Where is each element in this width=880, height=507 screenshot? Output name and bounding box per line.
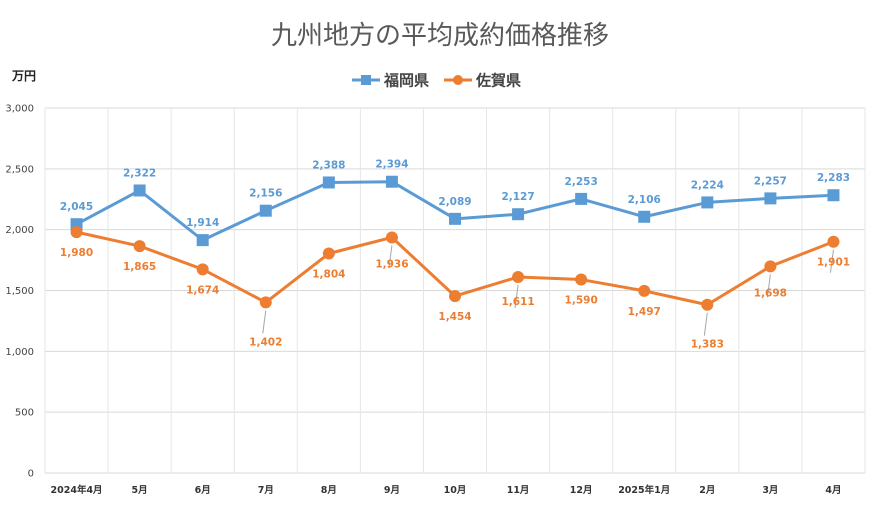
data-label: 2,253 <box>565 176 598 188</box>
data-label: 2,388 <box>312 159 345 171</box>
legend-item: 福岡県 <box>352 72 429 90</box>
data-label: 1,901 <box>817 257 850 269</box>
legend-label: 福岡県 <box>383 72 429 90</box>
data-label: 2,127 <box>501 191 534 203</box>
data-point <box>701 196 714 209</box>
x-tick-label: 8月 <box>321 485 337 496</box>
x-tick-label: 2月 <box>699 485 715 496</box>
data-label: 2,089 <box>438 196 471 208</box>
data-label: 1,865 <box>123 261 156 273</box>
legend: 福岡県 佐賀県 <box>352 72 521 90</box>
legend-item: 佐賀県 <box>444 72 521 90</box>
legend-marker <box>361 75 371 85</box>
data-label: 1,497 <box>628 306 661 318</box>
data-label: 1,914 <box>186 217 219 229</box>
x-tick-label: 5月 <box>132 485 148 496</box>
data-label: 2,322 <box>123 167 156 179</box>
y-tick-label: 2,000 <box>5 225 34 236</box>
data-label: 1,698 <box>754 287 787 299</box>
y-axis-unit-label: 万円 <box>11 69 36 83</box>
data-label: 1,674 <box>186 284 219 296</box>
y-tick-label: 1,000 <box>5 347 34 358</box>
data-label: 2,106 <box>628 194 661 206</box>
x-tick-label: 2024年4月 <box>51 484 103 496</box>
series-0 <box>70 175 840 247</box>
chart-title: 九州地方の平均成約価格推移 <box>271 21 609 51</box>
x-tick-label: 9月 <box>384 485 400 496</box>
x-tick-label: 4月 <box>825 485 841 496</box>
x-tick-label: 12月 <box>570 485 593 496</box>
series-1 <box>70 226 840 311</box>
y-tick-label: 3,000 <box>5 104 34 115</box>
data-label: 1,980 <box>60 247 93 259</box>
data-label: 2,156 <box>249 188 282 200</box>
data-point <box>196 234 209 247</box>
data-point <box>638 284 651 297</box>
data-point <box>322 247 335 260</box>
x-tick-label: 3月 <box>762 485 778 496</box>
data-point <box>827 189 840 202</box>
y-tick-label: 1,500 <box>5 286 34 297</box>
leader-line <box>766 274 771 298</box>
data-label: 1,590 <box>565 295 598 307</box>
legend-marker <box>453 75 463 85</box>
leader-line <box>388 245 393 269</box>
data-label: 2,394 <box>375 159 408 171</box>
data-label: 1,611 <box>501 296 534 308</box>
leader-line <box>703 312 708 336</box>
data-point <box>133 240 146 253</box>
y-axis-ticks: 0 500 1,000 1,500 2,000 2,500 3,000 <box>5 104 34 480</box>
leader-line <box>514 284 519 309</box>
x-tick-label: 6月 <box>195 485 211 496</box>
x-tick-label: 7月 <box>258 485 274 496</box>
data-point <box>385 175 398 188</box>
y-tick-label: 0 <box>28 469 34 480</box>
data-label: 1,804 <box>312 269 345 281</box>
data-label: 2,257 <box>754 175 787 187</box>
data-labels: 2,045 2,322 1,914 2,156 2,388 2,394 2,089 2,127… <box>60 159 850 351</box>
data-label: 2,283 <box>817 172 850 184</box>
data-point <box>133 184 146 197</box>
data-point <box>701 298 714 311</box>
data-point <box>512 270 525 283</box>
data-point <box>764 260 777 273</box>
data-point <box>322 176 335 189</box>
data-point <box>449 212 461 225</box>
data-point <box>196 263 209 276</box>
data-label: 1,402 <box>249 336 282 348</box>
data-point <box>449 290 461 303</box>
legend-label: 佐賀県 <box>475 72 521 90</box>
x-axis-ticks: 2024年4月 5月 6月 7月 8月 9月 10月 11月 12月 2025年1月 2月 3月 4月 <box>51 484 842 496</box>
x-tick-label: 10月 <box>444 485 467 496</box>
y-tick-label: 2,500 <box>5 164 34 175</box>
data-label: 1,936 <box>375 258 408 270</box>
data-point <box>827 235 840 248</box>
data-point <box>575 273 588 286</box>
data-label: 2,224 <box>691 179 724 191</box>
x-tick-label: 2025年1月 <box>618 484 670 496</box>
y-tick-label: 500 <box>15 408 34 419</box>
x-tick-label: 11月 <box>507 485 530 496</box>
data-point <box>638 210 651 223</box>
data-point <box>259 204 272 217</box>
leader-line <box>829 249 834 273</box>
data-point <box>259 296 272 309</box>
data-point <box>575 192 588 205</box>
series-layer <box>70 175 840 311</box>
data-point <box>512 208 525 221</box>
data-point <box>70 226 83 239</box>
data-label: 1,383 <box>691 339 724 351</box>
data-point <box>385 231 398 244</box>
data-point <box>764 192 777 205</box>
leader-line <box>262 310 267 334</box>
data-label: 2,045 <box>60 201 93 213</box>
data-label: 1,454 <box>438 311 471 323</box>
